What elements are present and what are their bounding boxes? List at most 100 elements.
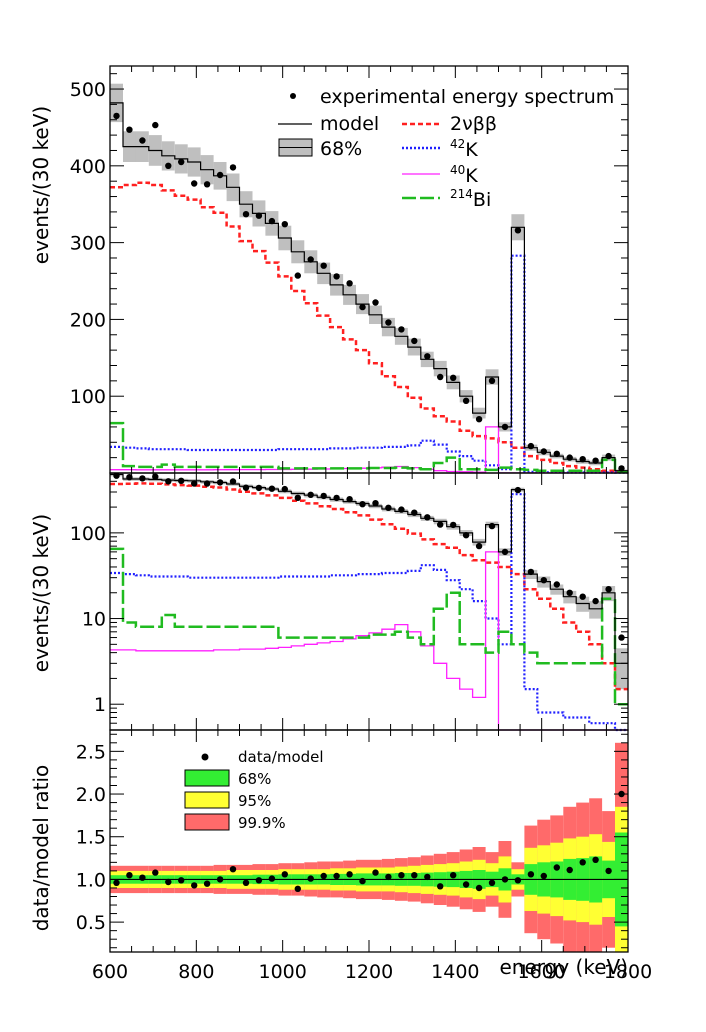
legend-ratio-95-box [184, 791, 230, 809]
legend-ratio-68-box [184, 769, 230, 787]
ratio-data-point-30 [501, 876, 509, 883]
log-data-point-11 [255, 484, 263, 492]
linear-data-point-22 [398, 326, 405, 333]
log-data-point-31 [514, 486, 522, 494]
svg-text:42K: 42K [450, 137, 478, 161]
ratio-data-point-0 [113, 879, 120, 886]
linear-data-point-36 [579, 456, 586, 463]
xtick-label-1200: 1200 [345, 961, 393, 983]
linear-data-point-11 [255, 212, 263, 219]
ratio-data-point-38 [605, 867, 612, 875]
log-ytick-label-0: 1 [94, 694, 106, 716]
legend-band-label: 68% [320, 138, 362, 160]
linear-ytick-label-1: 200 [70, 309, 106, 331]
ratio-data-point-21 [385, 873, 392, 881]
ratio-ytick-label-3: 2.0 [76, 784, 106, 806]
linear-data-point-35 [566, 454, 573, 461]
ratio-data-point-37 [592, 856, 599, 863]
ratio-data-point-4 [165, 878, 172, 886]
linear-data-point-14 [294, 272, 301, 279]
ratio-ytick-label-0: 0.5 [76, 912, 106, 934]
linear-ytick-label-4: 500 [70, 79, 106, 101]
linear-k42-series [110, 254, 628, 474]
ratio-ytick-label-2: 1.5 [76, 827, 106, 849]
log-data-point-18 [346, 496, 353, 503]
log-data-point-1 [126, 474, 133, 481]
legend-2nbb-label: 2νββ [450, 113, 497, 135]
log-data-point-0 [113, 472, 120, 479]
linear-data-point-4 [165, 162, 172, 169]
svg-text:214Bi: 214Bi [450, 187, 491, 211]
ratio-data-point-13 [281, 871, 288, 878]
log-data-point-23 [411, 509, 418, 516]
ratio-data-point-36 [579, 859, 586, 866]
ratio-data-point-26 [450, 872, 457, 879]
ratio-data-point-28 [475, 884, 483, 892]
ratio-data-point-11 [255, 877, 263, 884]
log-data-point-15 [307, 491, 314, 498]
linear-data-point-21 [385, 319, 392, 326]
linear-bi214-series [110, 421, 628, 474]
linear-data-point-9 [229, 164, 237, 171]
xtick-label-1000: 1000 [258, 961, 306, 983]
ratio-data-point-24 [424, 873, 431, 881]
log-ytick-label-2: 100 [70, 523, 106, 545]
linear-data-point-1 [126, 126, 133, 133]
linear-data-point-20 [372, 299, 379, 306]
linear-data-point-6 [191, 180, 198, 187]
log-data-point-7 [203, 480, 211, 487]
log-data-point-36 [579, 593, 586, 600]
log-data-point-13 [281, 485, 288, 493]
log-data-point-2 [139, 475, 146, 482]
linear-data-point-16 [320, 262, 327, 269]
log-data-point-24 [424, 514, 431, 521]
log-data-point-26 [450, 521, 457, 529]
ratio-data-point-22 [398, 872, 405, 879]
linear-data-point-0 [113, 112, 120, 120]
ratio-data-point-16 [320, 872, 327, 880]
linear-data-point-25 [437, 373, 444, 381]
linear-data-point-38 [605, 452, 612, 460]
log-data-point-19 [359, 501, 366, 508]
linear-data-point-19 [359, 303, 366, 311]
linear-data-point-26 [450, 374, 457, 381]
legend-k40-mass: 40 [450, 163, 465, 177]
ratio-data-point-18 [346, 871, 353, 878]
log-data-point-9 [229, 478, 237, 485]
ratio-data-point-17 [333, 872, 340, 880]
log-data-point-22 [398, 506, 405, 513]
linear-data-point-31 [514, 227, 522, 234]
legend-k40-element: K [465, 165, 478, 187]
ratio-data-point-5 [178, 877, 185, 884]
log-data-point-14 [294, 494, 301, 501]
log-data-point-8 [216, 479, 224, 486]
legend-data-label: experimental energy spectrum [320, 86, 614, 108]
ratio-data-point-33 [540, 872, 547, 880]
log-data-point-25 [437, 521, 444, 528]
ratio-data-point-10 [242, 879, 250, 886]
legend-ratio-68-label: 68% [238, 770, 271, 788]
linear-data-point-3 [152, 121, 159, 129]
log-data-point-6 [191, 480, 198, 487]
legend-bi214-label: 214Bi [450, 187, 491, 211]
log-model-series [110, 473, 628, 664]
ratio-data-point-35 [566, 866, 573, 874]
log-band-bin-37 [589, 601, 603, 619]
ylabel-ratio: data/model ratio [29, 765, 53, 932]
linear-data-point-29 [488, 377, 496, 384]
linear-data-point-7 [203, 181, 211, 188]
ylabel-log: events/(30 keV) [29, 514, 53, 672]
ratio-data-point-2 [139, 874, 146, 881]
xlabel: energy (keV) [499, 955, 628, 979]
linear-data-point-23 [411, 337, 418, 345]
log-data-point-21 [385, 504, 392, 511]
linear-data-point-2 [139, 137, 146, 144]
ratio-data-point-32 [527, 871, 535, 878]
linear-ytick-label-2: 300 [70, 233, 106, 255]
panel-linear-spectrum: 100 200 300 400 500 [70, 65, 629, 474]
linear-data-point-33 [540, 448, 547, 455]
ratio-data-point-14 [294, 885, 301, 892]
linear-data-point-32 [527, 442, 535, 450]
log-ytick-label-1: 10 [82, 609, 106, 631]
